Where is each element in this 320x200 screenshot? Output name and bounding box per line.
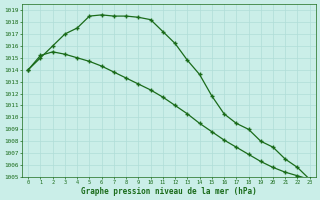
X-axis label: Graphe pression niveau de la mer (hPa): Graphe pression niveau de la mer (hPa) [81,187,257,196]
